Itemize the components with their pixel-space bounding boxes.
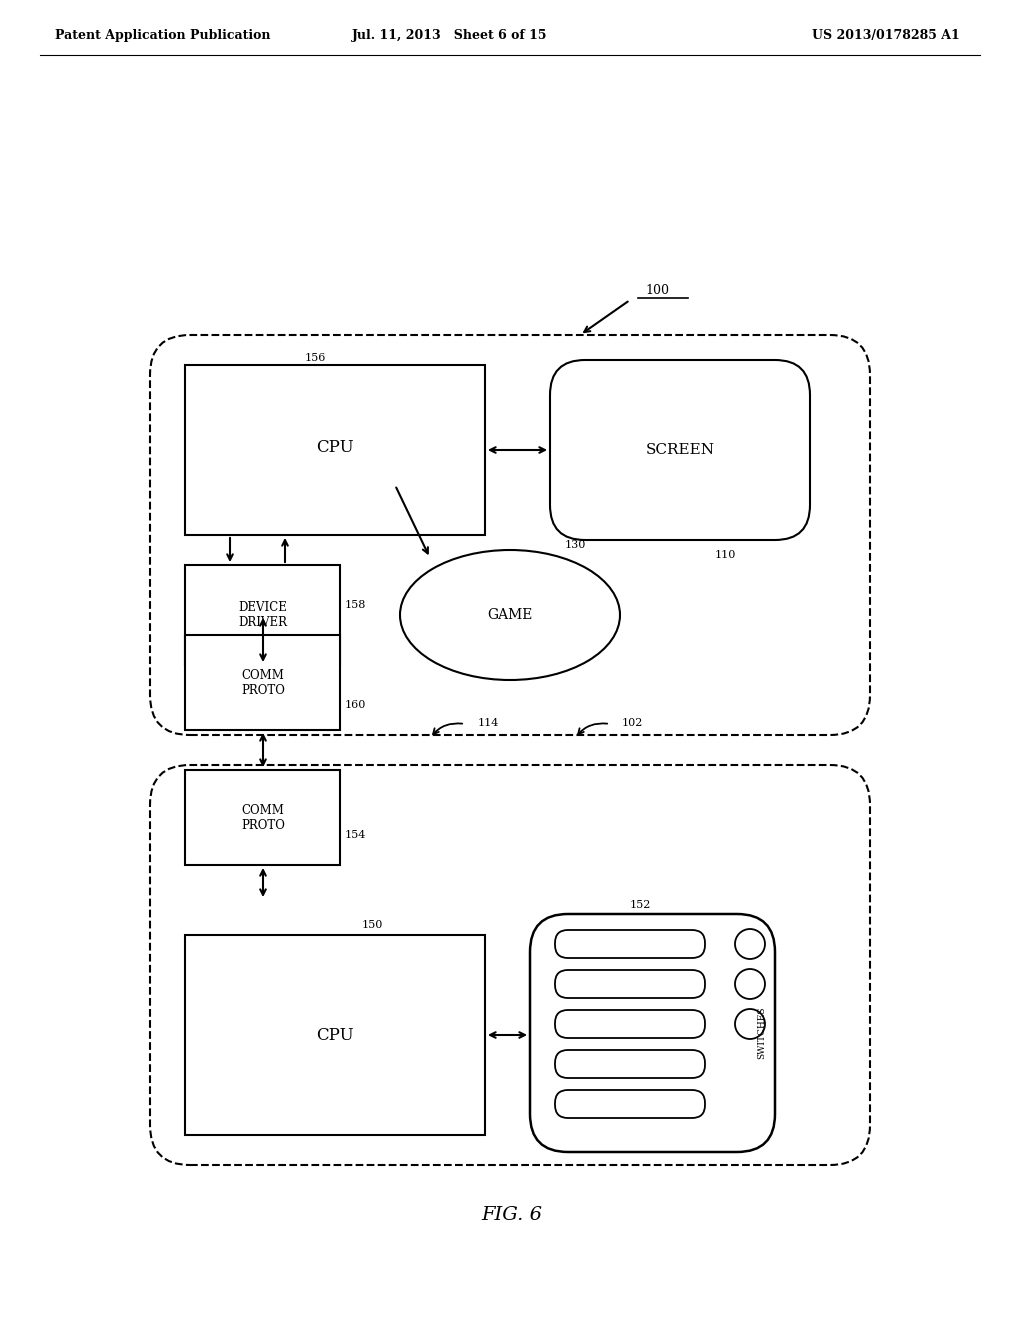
Text: 154: 154 [345, 830, 367, 840]
Text: CPU: CPU [316, 440, 354, 457]
FancyBboxPatch shape [555, 1049, 705, 1078]
Text: US 2013/0178285 A1: US 2013/0178285 A1 [812, 29, 961, 41]
Text: 110: 110 [715, 550, 736, 560]
FancyBboxPatch shape [530, 913, 775, 1152]
Text: FIG. 6: FIG. 6 [481, 1206, 543, 1224]
Text: 150: 150 [362, 920, 383, 931]
Bar [185, 366, 485, 535]
Text: 102: 102 [622, 718, 643, 729]
Text: Patent Application Publication: Patent Application Publication [55, 29, 270, 41]
Text: 158: 158 [345, 601, 367, 610]
FancyBboxPatch shape [555, 1090, 705, 1118]
FancyBboxPatch shape [555, 1010, 705, 1038]
Text: DEVICE
DRIVER: DEVICE DRIVER [239, 601, 288, 630]
FancyBboxPatch shape [550, 360, 810, 540]
Text: GAME: GAME [487, 609, 532, 622]
FancyBboxPatch shape [555, 931, 705, 958]
Ellipse shape [400, 550, 620, 680]
Text: 100: 100 [645, 284, 669, 297]
Text: 152: 152 [630, 900, 651, 909]
Text: CPU: CPU [316, 1027, 354, 1044]
Bar [185, 770, 340, 865]
Text: 160: 160 [345, 700, 367, 710]
FancyBboxPatch shape [150, 766, 870, 1166]
Text: SCREEN: SCREEN [645, 444, 715, 457]
Bar [185, 635, 340, 730]
Text: 130: 130 [565, 540, 587, 550]
Bar [185, 565, 340, 665]
Text: Jul. 11, 2013   Sheet 6 of 15: Jul. 11, 2013 Sheet 6 of 15 [352, 29, 548, 41]
Text: 156: 156 [305, 352, 327, 363]
Text: COMM
PROTO: COMM PROTO [241, 669, 285, 697]
FancyBboxPatch shape [150, 335, 870, 735]
Text: 114: 114 [478, 718, 500, 729]
FancyBboxPatch shape [555, 970, 705, 998]
Bar [185, 935, 485, 1135]
Text: COMM
PROTO: COMM PROTO [241, 804, 285, 832]
Text: SWITCHES: SWITCHES [758, 1007, 767, 1059]
